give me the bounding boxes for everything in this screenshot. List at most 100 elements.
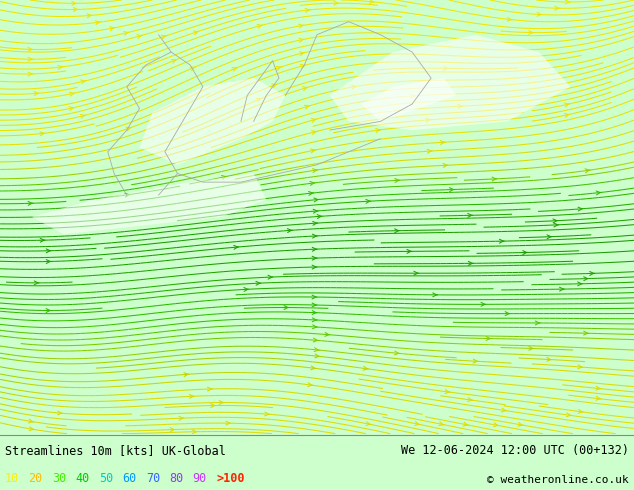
FancyArrowPatch shape: [537, 12, 542, 16]
FancyArrowPatch shape: [507, 17, 512, 21]
FancyArrowPatch shape: [584, 331, 588, 335]
FancyArrowPatch shape: [287, 229, 292, 233]
FancyArrowPatch shape: [309, 192, 314, 196]
FancyArrowPatch shape: [315, 354, 320, 358]
FancyArrowPatch shape: [304, 105, 310, 109]
FancyArrowPatch shape: [284, 306, 289, 310]
FancyArrowPatch shape: [501, 408, 507, 412]
FancyArrowPatch shape: [192, 430, 197, 434]
FancyArrowPatch shape: [311, 149, 316, 153]
FancyArrowPatch shape: [312, 131, 317, 134]
FancyArrowPatch shape: [410, 94, 415, 98]
FancyArrowPatch shape: [566, 0, 570, 4]
FancyArrowPatch shape: [564, 103, 570, 107]
FancyArrowPatch shape: [81, 80, 86, 84]
FancyArrowPatch shape: [553, 219, 558, 223]
FancyArrowPatch shape: [307, 383, 313, 387]
FancyArrowPatch shape: [28, 201, 33, 205]
FancyArrowPatch shape: [310, 181, 315, 185]
FancyArrowPatch shape: [28, 48, 33, 51]
FancyArrowPatch shape: [137, 35, 142, 39]
FancyArrowPatch shape: [313, 234, 318, 238]
FancyArrowPatch shape: [34, 92, 39, 96]
FancyArrowPatch shape: [463, 422, 469, 426]
FancyArrowPatch shape: [72, 1, 77, 5]
Polygon shape: [139, 78, 285, 165]
FancyArrowPatch shape: [394, 229, 399, 233]
FancyArrowPatch shape: [125, 193, 130, 197]
FancyArrowPatch shape: [596, 191, 601, 195]
FancyArrowPatch shape: [407, 249, 412, 253]
FancyArrowPatch shape: [313, 221, 318, 225]
FancyArrowPatch shape: [110, 27, 115, 30]
FancyArrowPatch shape: [505, 312, 510, 316]
FancyArrowPatch shape: [578, 282, 583, 286]
Text: 80: 80: [169, 472, 183, 486]
FancyArrowPatch shape: [584, 277, 588, 281]
FancyArrowPatch shape: [500, 239, 504, 243]
FancyArrowPatch shape: [352, 85, 357, 89]
Polygon shape: [330, 35, 571, 130]
FancyArrowPatch shape: [560, 287, 564, 291]
FancyArrowPatch shape: [566, 413, 571, 416]
FancyArrowPatch shape: [547, 235, 552, 239]
FancyArrowPatch shape: [179, 416, 184, 420]
FancyArrowPatch shape: [69, 107, 74, 111]
FancyArrowPatch shape: [257, 24, 262, 28]
FancyArrowPatch shape: [468, 398, 473, 401]
FancyArrowPatch shape: [314, 198, 319, 202]
FancyArrowPatch shape: [366, 199, 371, 203]
FancyArrowPatch shape: [58, 66, 63, 69]
FancyArrowPatch shape: [469, 262, 473, 265]
FancyArrowPatch shape: [312, 265, 317, 269]
FancyArrowPatch shape: [433, 293, 437, 297]
FancyArrowPatch shape: [312, 247, 317, 251]
Polygon shape: [32, 173, 266, 234]
Polygon shape: [361, 78, 456, 122]
FancyArrowPatch shape: [443, 164, 448, 168]
FancyArrowPatch shape: [87, 14, 92, 18]
FancyArrowPatch shape: [311, 119, 316, 122]
FancyArrowPatch shape: [29, 427, 34, 431]
FancyArrowPatch shape: [363, 367, 368, 370]
FancyArrowPatch shape: [596, 386, 601, 390]
FancyArrowPatch shape: [311, 366, 316, 370]
FancyArrowPatch shape: [394, 351, 399, 355]
FancyArrowPatch shape: [334, 1, 339, 5]
FancyArrowPatch shape: [468, 214, 472, 218]
Text: 70: 70: [146, 472, 160, 486]
FancyArrowPatch shape: [486, 337, 491, 341]
FancyArrowPatch shape: [58, 411, 63, 415]
FancyArrowPatch shape: [256, 281, 261, 285]
FancyArrowPatch shape: [46, 249, 51, 253]
FancyArrowPatch shape: [458, 104, 463, 108]
FancyArrowPatch shape: [425, 118, 430, 122]
FancyArrowPatch shape: [518, 422, 523, 426]
FancyArrowPatch shape: [441, 141, 445, 145]
FancyArrowPatch shape: [184, 372, 189, 376]
FancyArrowPatch shape: [554, 223, 559, 227]
FancyArrowPatch shape: [493, 423, 499, 427]
FancyArrowPatch shape: [317, 215, 322, 219]
FancyArrowPatch shape: [219, 401, 224, 404]
FancyArrowPatch shape: [171, 428, 175, 432]
FancyArrowPatch shape: [299, 52, 305, 55]
FancyArrowPatch shape: [190, 394, 194, 398]
FancyArrowPatch shape: [313, 338, 318, 342]
FancyArrowPatch shape: [234, 245, 239, 249]
FancyArrowPatch shape: [221, 175, 227, 179]
FancyArrowPatch shape: [299, 38, 304, 42]
FancyArrowPatch shape: [578, 207, 583, 211]
FancyArrowPatch shape: [529, 346, 534, 350]
FancyArrowPatch shape: [444, 67, 448, 71]
FancyArrowPatch shape: [312, 303, 317, 307]
FancyArrowPatch shape: [578, 410, 583, 414]
FancyArrowPatch shape: [81, 115, 86, 118]
FancyArrowPatch shape: [578, 365, 583, 369]
FancyArrowPatch shape: [590, 271, 595, 275]
FancyArrowPatch shape: [585, 169, 590, 172]
FancyArrowPatch shape: [171, 59, 177, 63]
FancyArrowPatch shape: [29, 419, 34, 423]
FancyArrowPatch shape: [313, 318, 317, 322]
FancyArrowPatch shape: [376, 128, 381, 132]
